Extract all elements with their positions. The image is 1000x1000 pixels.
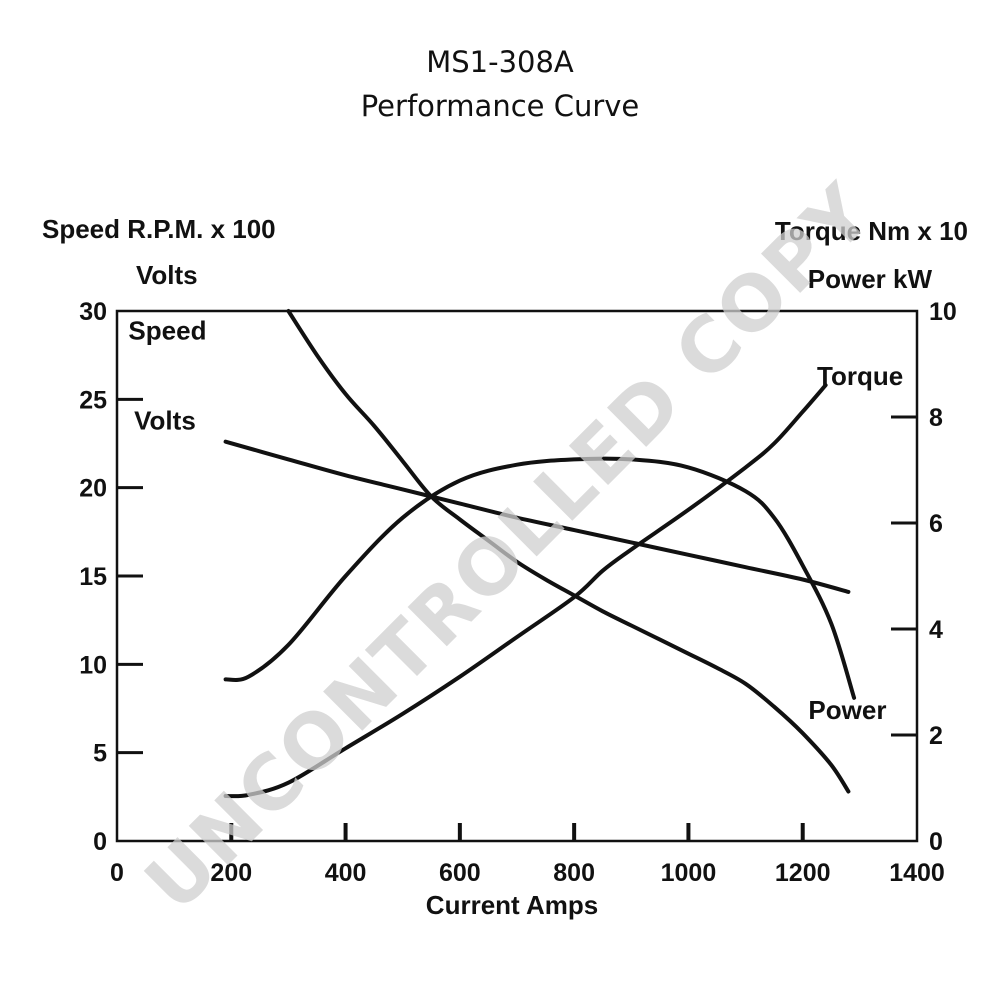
right-y-tick-label: 2 <box>929 722 943 750</box>
x-tick-label: 1000 <box>661 859 717 887</box>
right-y-tick-label: 4 <box>929 616 943 644</box>
left-axis-label-volts: Volts <box>136 260 198 290</box>
speed-series-label: Speed <box>128 315 206 345</box>
x-tick-label: 600 <box>439 859 481 887</box>
watermark-text: UNCONTROLLED COPY <box>128 166 889 927</box>
left-y-tick-label: 10 <box>79 651 107 679</box>
left-axis-label-speed: Speed R.P.M. x 100 <box>42 214 276 244</box>
right-y-tick-label: 6 <box>929 510 943 538</box>
volts-series-label: Volts <box>134 405 196 435</box>
right-y-tick-label: 0 <box>929 828 943 856</box>
left-y-tick-label: 30 <box>79 298 107 326</box>
x-tick-label: 1200 <box>775 859 831 887</box>
x-tick-label: 200 <box>210 859 252 887</box>
left-y-tick-label: 15 <box>79 563 107 591</box>
torque-curve <box>223 383 828 799</box>
chart-title: MS1-308A <box>426 45 574 79</box>
right-y-tick-label: 10 <box>929 298 957 326</box>
power-series-label: Power <box>808 695 886 725</box>
left-y-tick-label: 0 <box>93 828 107 856</box>
right-axis-label-power: Power kW <box>808 264 933 294</box>
left-y-tick-label: 20 <box>79 475 107 503</box>
x-tick-label: 0 <box>110 859 124 887</box>
chart-subtitle: Performance Curve <box>361 89 640 123</box>
x-tick-label: 1400 <box>889 859 945 887</box>
right-y-tick-label: 8 <box>929 404 943 432</box>
left-y-tick-label: 25 <box>79 386 107 414</box>
x-axis-label: Current Amps <box>426 890 598 920</box>
torque-series-label: Torque <box>817 361 903 391</box>
left-y-tick-label: 5 <box>93 740 107 768</box>
right-axis-label-torque: Torque Nm x 10 <box>775 216 968 246</box>
x-tick-label: 400 <box>325 859 367 887</box>
x-tick-label: 800 <box>553 859 595 887</box>
left-y-axis: 0 5 10 15 20 25 30 <box>79 298 143 856</box>
power-curve <box>223 456 857 700</box>
volts-curve <box>223 439 851 594</box>
right-y-axis: 0 2 4 6 8 10 <box>891 298 957 856</box>
series-layer: Speed Volts Torque Power <box>128 309 903 799</box>
x-axis: 0 200 400 600 800 1000 1200 1400 <box>110 823 945 887</box>
